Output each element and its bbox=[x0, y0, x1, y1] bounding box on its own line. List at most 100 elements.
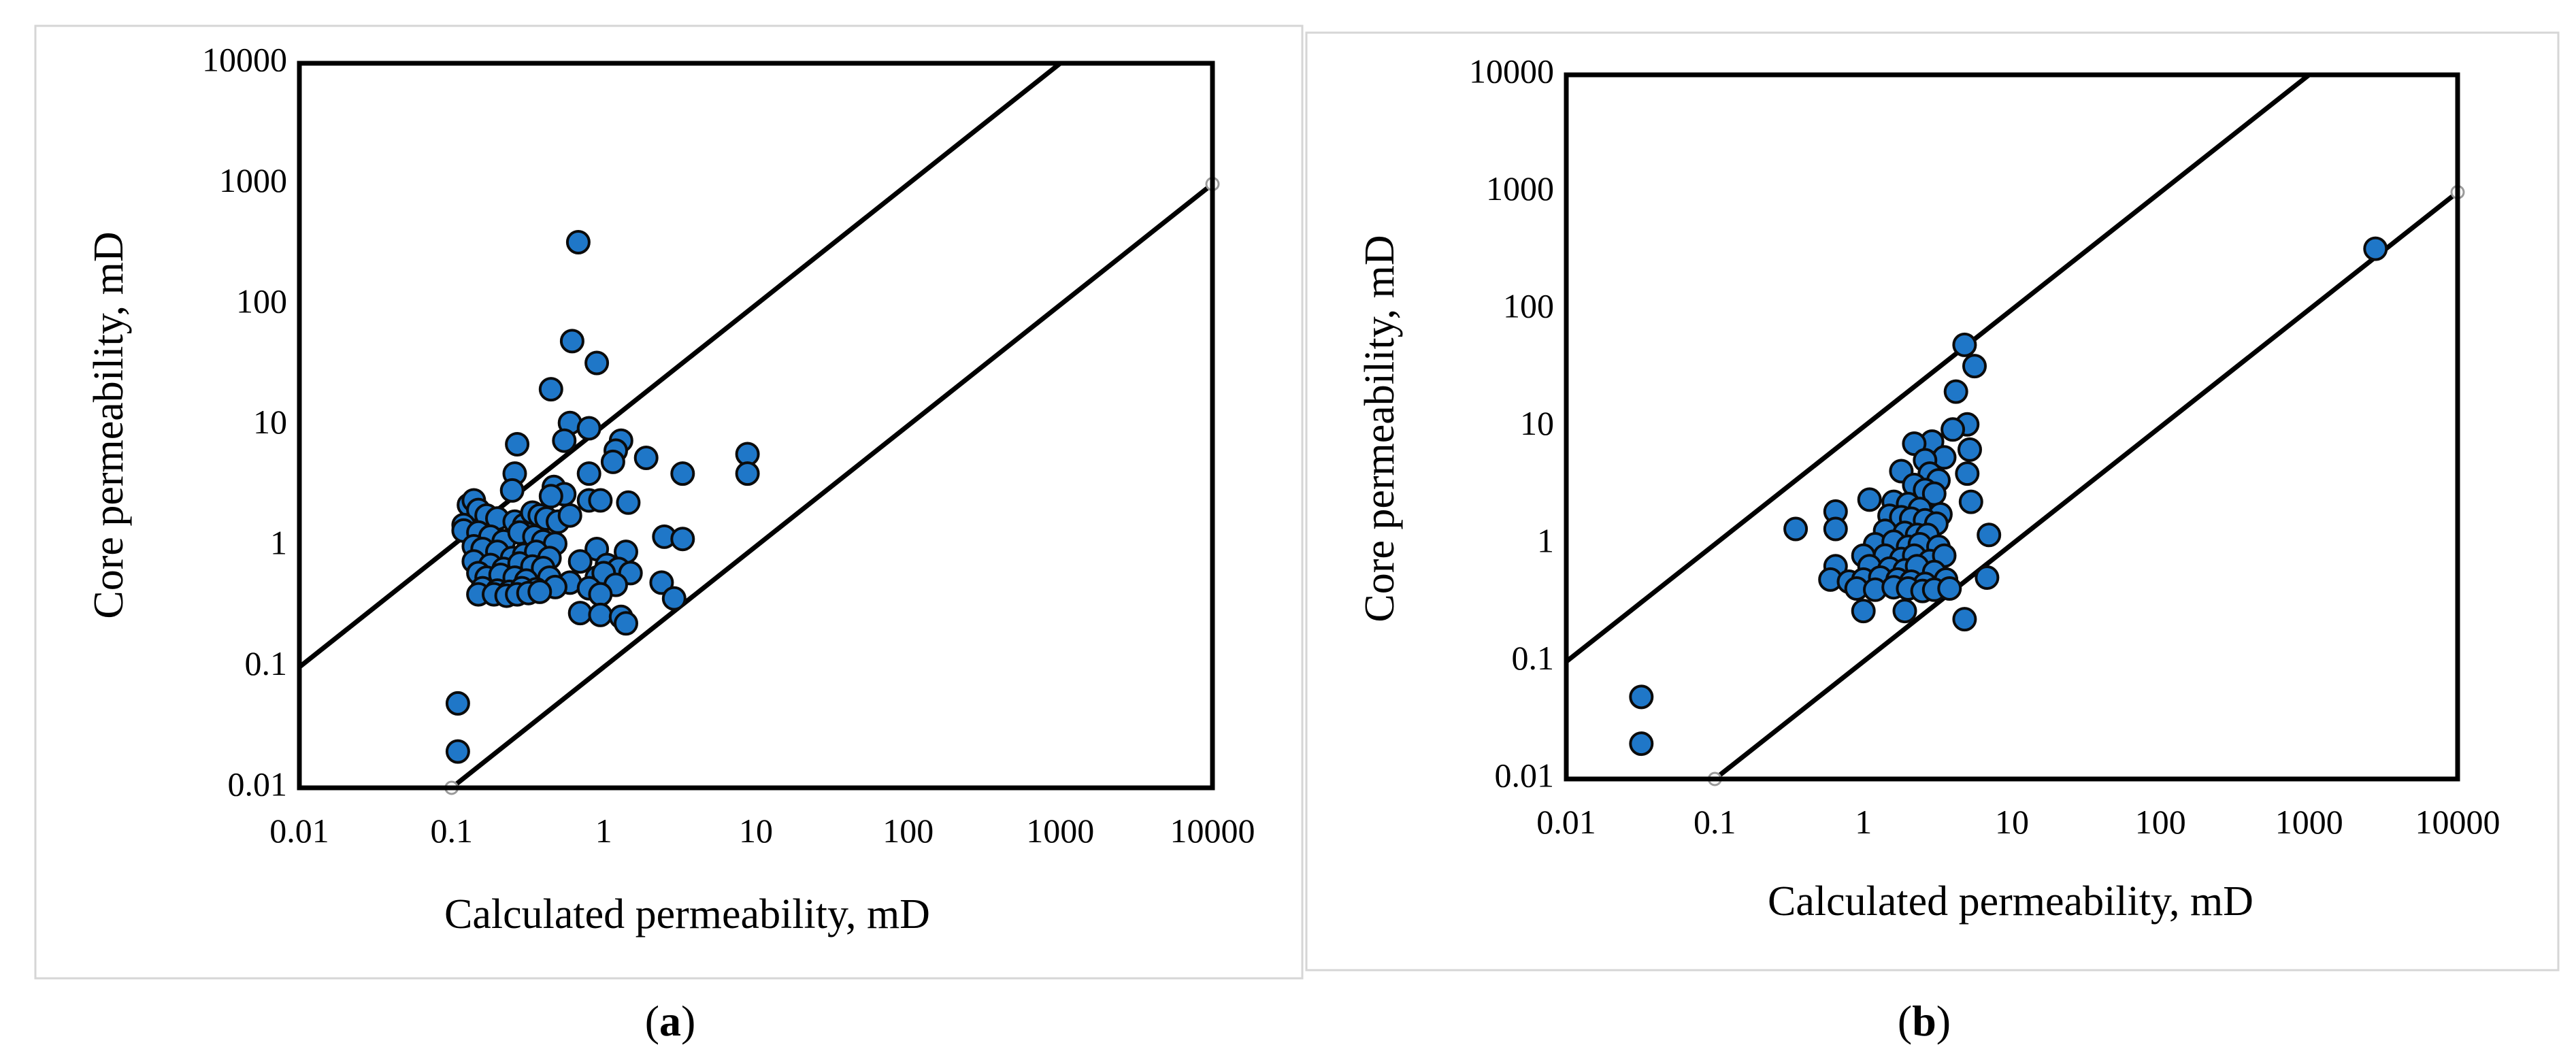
panel-b-data-point bbox=[1958, 437, 1982, 462]
panel-a-x-tick-label: 0.01 bbox=[269, 812, 329, 850]
panel-a-data-point bbox=[588, 488, 613, 513]
panel-b-data-point bbox=[1955, 461, 1980, 486]
panel-a-x-tick-label: 100 bbox=[882, 812, 934, 850]
panel-b-data-point bbox=[1857, 487, 1882, 512]
panel-a-data-point bbox=[616, 490, 641, 515]
panel-a-caption-open: ( bbox=[645, 997, 659, 1045]
panel-a-data-point bbox=[661, 586, 687, 611]
panel-a-x-tick-label: 1000 bbox=[1026, 812, 1094, 850]
panel-a-data-point bbox=[567, 549, 593, 574]
panel-b-data-point bbox=[1952, 607, 1977, 632]
panel-b-x-tick-label: 0.1 bbox=[1694, 803, 1736, 841]
panel-b-data-point bbox=[2363, 236, 2388, 261]
panel-a-y-tick-label: 0.01 bbox=[228, 765, 288, 803]
panel-a-data-point bbox=[538, 377, 563, 402]
panel-a-caption-letter: a bbox=[659, 997, 681, 1045]
panel-a-border bbox=[34, 24, 1304, 980]
panel-b-x-tick-label: 100 bbox=[2135, 803, 2186, 841]
panel-b-x-tick-label: 1000 bbox=[2275, 803, 2343, 841]
panel-a-data-point bbox=[600, 449, 625, 474]
panel-a-data-point bbox=[576, 461, 601, 486]
panel-a-data-point bbox=[505, 432, 530, 457]
panel-b-bound-line-upper bbox=[1564, 73, 2311, 664]
panel-a-x-tick-label: 0.1 bbox=[430, 812, 473, 850]
panel-a-data-point bbox=[559, 329, 584, 354]
panel-a-points bbox=[445, 230, 760, 764]
panel-a-plot-frame bbox=[297, 61, 1215, 791]
panel-a-data-point bbox=[614, 611, 638, 636]
panel-b-data-point bbox=[1892, 599, 1917, 624]
panel-b-x-tick-label: 10 bbox=[1995, 803, 2029, 841]
panel-a-x-ticks: 0.01 0.1 1 10 100 1000 10000 bbox=[269, 812, 1255, 850]
panel-b-y-tick-label: 0.1 bbox=[1512, 639, 1555, 677]
panel-a-caption-close: ) bbox=[681, 997, 695, 1045]
panel-b-y-tick-label: 0.01 bbox=[1495, 756, 1555, 794]
panel-b-data-point bbox=[1962, 354, 1987, 379]
panel-b-x-axis-title: Calculated permeability, mD bbox=[1768, 878, 2253, 925]
panel-b-data-point bbox=[1958, 489, 1983, 514]
panel-a-bound-line-lower bbox=[450, 182, 1215, 790]
panel-a-x-tick-label: 10000 bbox=[1170, 812, 1255, 850]
panel-a-y-ticks: 0.01 0.1 1 10 100 1000 10000 bbox=[202, 40, 287, 803]
panel-a-y-tick-label: 0.1 bbox=[245, 644, 288, 682]
panel-b-caption-open: ( bbox=[1898, 997, 1912, 1045]
panel-a-y-tick-label: 1000 bbox=[219, 161, 287, 199]
panel-b-x-ticks: 0.01 0.1 1 10 100 1000 10000 bbox=[1536, 803, 2500, 841]
panel-b-data-point bbox=[1783, 516, 1809, 542]
panel-a-y-tick-label: 10 bbox=[253, 403, 287, 441]
panel-a-data-point bbox=[670, 461, 695, 486]
panel-a-caption: (a) bbox=[645, 997, 696, 1045]
panel-a-data-point bbox=[499, 478, 525, 503]
panel-a-data-point bbox=[588, 582, 613, 607]
panel-b-x-tick-label: 0.01 bbox=[1536, 803, 1596, 841]
panel-b-data-point bbox=[1941, 417, 1966, 442]
panel-b-caption-close: ) bbox=[1936, 997, 1951, 1045]
panel-a-data-point bbox=[670, 527, 695, 552]
panel-b-y-tick-label: 1 bbox=[1537, 521, 1554, 559]
panel-a-y-axis-title: Core permeability, mD bbox=[86, 231, 132, 618]
panel-b-plot-frame bbox=[1564, 72, 2460, 782]
panel-b-y-axis-title: Core permeability, mD bbox=[1357, 235, 1403, 622]
panel-b-bound-line-lower bbox=[1713, 190, 2460, 781]
panel-a-y-tick-label: 100 bbox=[236, 282, 287, 320]
panel-a-data-point bbox=[567, 601, 593, 626]
panel-a-x-axis-title: Calculated permeability, mD bbox=[444, 891, 930, 937]
panel-b-data-point bbox=[1629, 684, 1654, 710]
panel-a-data-point bbox=[445, 739, 470, 764]
panel-b-caption-letter: b bbox=[1912, 997, 1936, 1045]
panel-b-y-tick-label: 100 bbox=[1503, 286, 1554, 325]
panel-a-y-tick-label: 1 bbox=[270, 523, 287, 561]
panel-a-bound-line-upper bbox=[297, 61, 1062, 669]
panel-b-y-tick-label: 1000 bbox=[1486, 169, 1554, 208]
panel-a-data-point bbox=[588, 602, 613, 627]
panel-b-caption: (b) bbox=[1898, 997, 1951, 1045]
panel-a-data-point bbox=[633, 446, 659, 470]
panel-a-data-point bbox=[649, 570, 674, 595]
panel-b-x-tick-label: 10000 bbox=[2415, 803, 2500, 841]
panel-a-data-point bbox=[552, 428, 577, 453]
panel-a-gridlayer bbox=[297, 61, 1220, 795]
panel-b-data-point bbox=[1629, 731, 1654, 757]
panel-b-points bbox=[1629, 236, 2388, 757]
panel-b-y-tick-label: 10000 bbox=[1469, 52, 1554, 90]
panel-b-data-point bbox=[1977, 522, 2002, 548]
panel-a-data-point bbox=[527, 579, 552, 604]
panel-a: 0.01 0.1 1 10 100 1000 10000 0.01 0.1 1 10 100 1000… bbox=[34, 24, 1304, 980]
panel-b-data-point bbox=[1823, 516, 1848, 542]
panel-a-data-point bbox=[538, 484, 563, 509]
panel-b-data-point bbox=[1975, 565, 2000, 590]
panel-a-x-tick-label: 10 bbox=[739, 812, 773, 850]
panel-b-data-point bbox=[1937, 576, 1962, 601]
panel-b-x-tick-label: 1 bbox=[1855, 803, 1872, 841]
panel-a-data-point bbox=[735, 461, 760, 486]
panel-a-data-point bbox=[557, 503, 582, 528]
panel-a-data-point bbox=[584, 350, 610, 376]
panel-a-data-point bbox=[565, 230, 591, 254]
panel-a-data-point bbox=[576, 416, 601, 441]
panel-b-data-point bbox=[1943, 379, 1968, 404]
panel-b-data-point bbox=[1851, 599, 1876, 624]
panel-b-data-point bbox=[1952, 332, 1977, 357]
panel-a-y-tick-label: 10000 bbox=[202, 40, 287, 78]
panel-b-y-ticks: 0.01 0.1 1 10 100 1000 10000 bbox=[1469, 52, 1554, 794]
